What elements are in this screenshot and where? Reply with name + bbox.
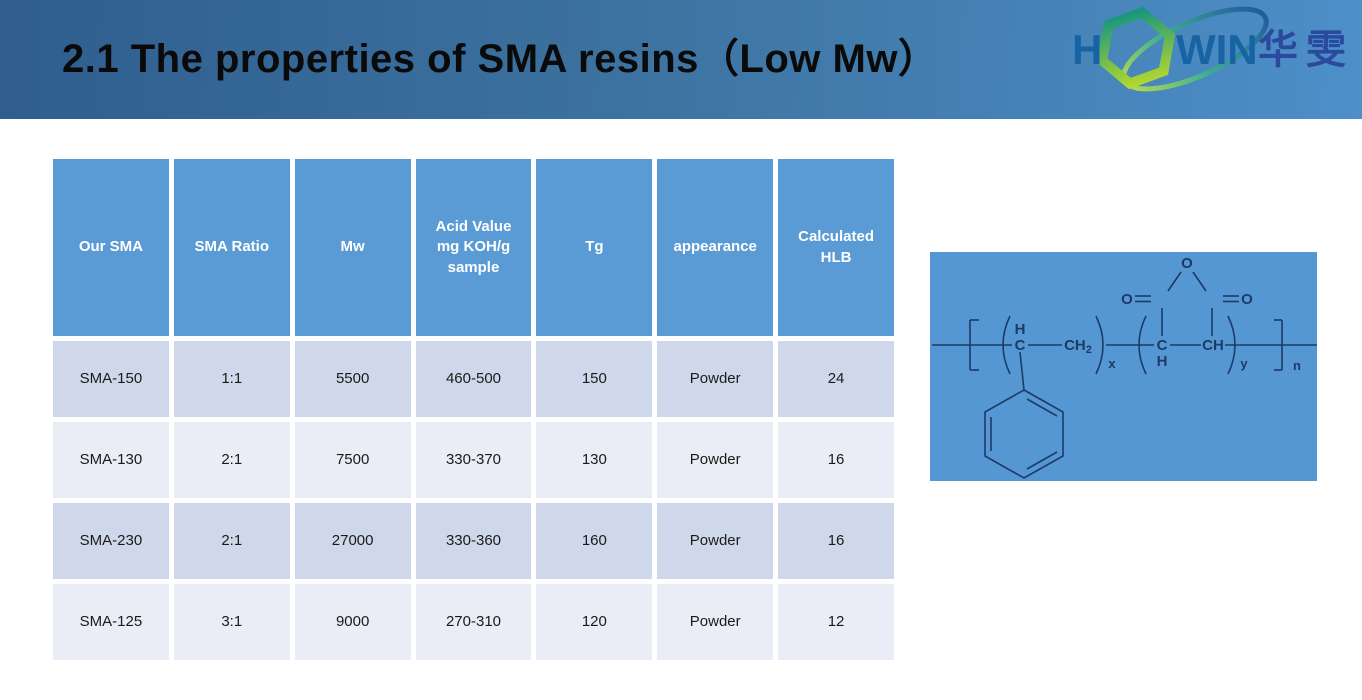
paren-close-x xyxy=(1095,315,1104,375)
atom-o-top: O xyxy=(1181,255,1193,272)
table-cell: 12 xyxy=(778,584,894,660)
properties-table: Our SMA SMA Ratio Mw Acid Value mg KOH/g sa… xyxy=(53,159,894,660)
table-cell: 24 xyxy=(778,341,894,417)
table-cell: Powder xyxy=(657,503,774,579)
atom-o-right: O xyxy=(1241,291,1253,308)
table-header-cell: Acid Value mg KOH/g sample xyxy=(415,159,532,336)
sma-structure-panel: H C CH2 C H CH O O O x y n xyxy=(930,252,1317,481)
table-cell: 2:1 xyxy=(173,422,290,498)
table-header-cell: appearance xyxy=(657,159,774,336)
subscript-y: y xyxy=(1240,356,1248,371)
table-cell: 330-370 xyxy=(415,422,532,498)
table-cell: 2:1 xyxy=(173,503,290,579)
table-cell: SMA-150 xyxy=(53,341,169,417)
left-bracket xyxy=(969,319,979,371)
logo-text-h: H xyxy=(1072,26,1102,73)
subscript-x: x xyxy=(1108,356,1116,371)
table-cell: 16 xyxy=(778,503,894,579)
table-cell: 120 xyxy=(536,584,653,660)
table-cell: SMA-130 xyxy=(53,422,169,498)
title-banner: 2.1 The properties of SMA resins（Low Mw）… xyxy=(0,0,1362,119)
atom-o-left: O xyxy=(1121,291,1133,308)
table-cell: 270-310 xyxy=(415,584,532,660)
paren-close-y xyxy=(1227,315,1236,375)
atom-ch2: CH2 xyxy=(1064,337,1092,356)
sma-structure-diagram: H C CH2 C H CH O O O x y n xyxy=(932,255,1317,479)
table-cell: 16 xyxy=(778,422,894,498)
atom-c-left: C xyxy=(1015,337,1026,354)
atom-c-right: C xyxy=(1157,337,1168,354)
atom-ch: CH xyxy=(1202,337,1224,354)
paren-open-y xyxy=(1138,315,1147,375)
table-cell: SMA-230 xyxy=(53,503,169,579)
atom-h-bottom: H xyxy=(1157,353,1168,370)
table-cell: 1:1 xyxy=(173,341,290,417)
table-cell: Powder xyxy=(657,422,774,498)
table-header-cell: Mw xyxy=(294,159,411,336)
table-cell: 150 xyxy=(536,341,653,417)
table-header-cell: Our SMA xyxy=(53,159,169,336)
table-header-cell: SMA Ratio xyxy=(173,159,290,336)
subscript-n: n xyxy=(1293,358,1301,373)
howin-logo: H WIN 华雯 xyxy=(1072,6,1354,92)
table-cell: Powder xyxy=(657,341,774,417)
table-cell: 7500 xyxy=(294,422,411,498)
table-cell: 460-500 xyxy=(415,341,532,417)
table-cell: 130 xyxy=(536,422,653,498)
table-cell: 3:1 xyxy=(173,584,290,660)
table-cell: 5500 xyxy=(294,341,411,417)
table-cell: 9000 xyxy=(294,584,411,660)
atom-h-top: H xyxy=(1015,321,1026,338)
logo-text-cn: 华雯 xyxy=(1258,28,1354,72)
table-cell: 330-360 xyxy=(415,503,532,579)
phenyl-ring xyxy=(984,351,1064,479)
right-bracket xyxy=(1274,319,1283,371)
page-title: 2.1 The properties of SMA resins（Low Mw） xyxy=(62,37,939,81)
table-cell: Powder xyxy=(657,584,774,660)
paren-open-x xyxy=(1002,315,1011,375)
table-header-cell: Calculated HLB xyxy=(778,159,894,336)
logo-text-win: WIN xyxy=(1176,26,1258,73)
table-cell: SMA-125 xyxy=(53,584,169,660)
logo-hexagon-icon xyxy=(1096,6,1176,90)
table-header-cell: Tg xyxy=(536,159,653,336)
table-cell: 160 xyxy=(536,503,653,579)
table-cell: 27000 xyxy=(294,503,411,579)
